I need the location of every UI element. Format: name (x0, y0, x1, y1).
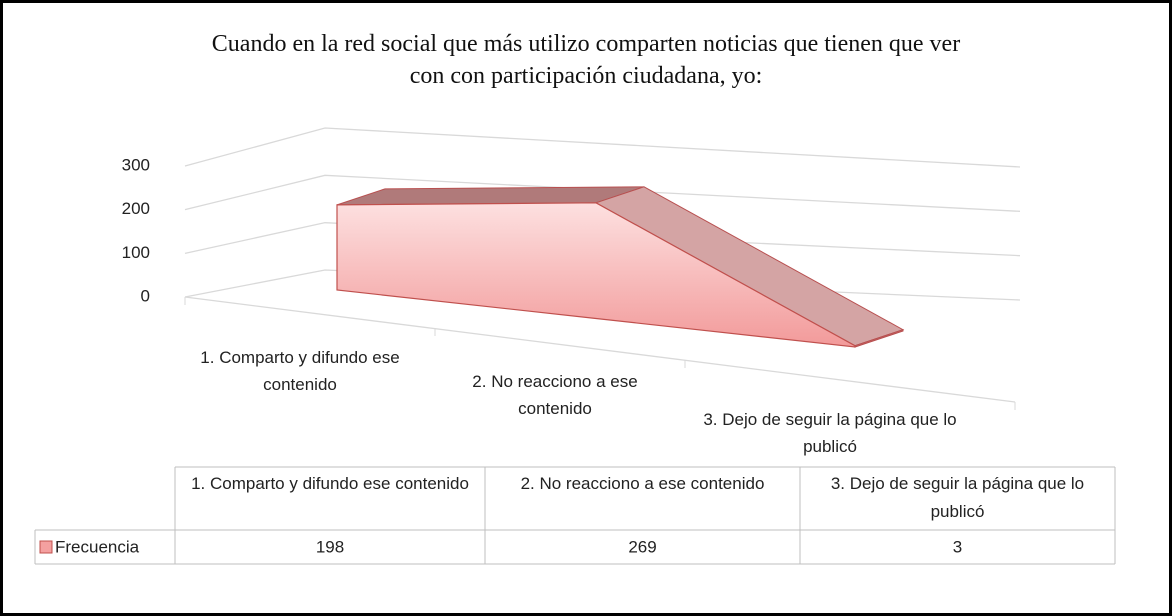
legend-key (39, 540, 53, 554)
floor-edge (184, 296, 1016, 403)
table-value: 3 (953, 537, 962, 556)
data-table: 1. Comparto y difundo ese contenido 198 2.… (34, 466, 1116, 565)
table-header: 2. No reacciono a ese contenido (520, 474, 765, 493)
x-tick-label: 3. Dejo de seguir la página que lo publi… (703, 410, 957, 456)
grid-line (184, 222, 1021, 257)
plot: 0 100 200 300 1. Comparto y difundo ese cont… (122, 127, 1021, 456)
area (336, 202, 856, 348)
y-tick-label: 300 (122, 155, 150, 174)
legend-label: Frecuencia (55, 537, 140, 556)
table-header-box: 3. Dejo de seguir la página que lo publi… (830, 474, 1085, 521)
x-label-box: 1. Comparto y difundo ese contenido (200, 348, 400, 394)
chart-title: Cuando en la red social que más utilizo … (211, 31, 961, 89)
y-tick-label: 200 (122, 199, 150, 218)
table-value: 198 (316, 537, 344, 556)
x-label-box: 2. No reacciono a ese contenido (472, 372, 638, 418)
grid-line (184, 174, 1021, 212)
table-header: 1. Comparto y difundo ese contenido (191, 474, 469, 493)
grid-line (184, 127, 1021, 168)
title-box: Cuando en la red social que más utilizo … (211, 31, 961, 89)
y-tick-label: 100 (122, 243, 150, 262)
x-label-box: 3. Dejo de seguir la página que lo publi… (703, 410, 957, 456)
table-header: 3. Dejo de seguir la página que lo publi… (830, 474, 1085, 521)
table-value: 269 (628, 537, 656, 556)
x-tick-label: 2. No reacciono a ese contenido (472, 372, 638, 418)
table-header-box: 1. Comparto y difundo ese contenido (191, 474, 469, 493)
y-tick-label: 0 (141, 286, 150, 305)
table-header-box: 2. No reacciono a ese contenido (520, 474, 765, 493)
x-tick-label: 1. Comparto y difundo ese contenido (200, 348, 400, 394)
